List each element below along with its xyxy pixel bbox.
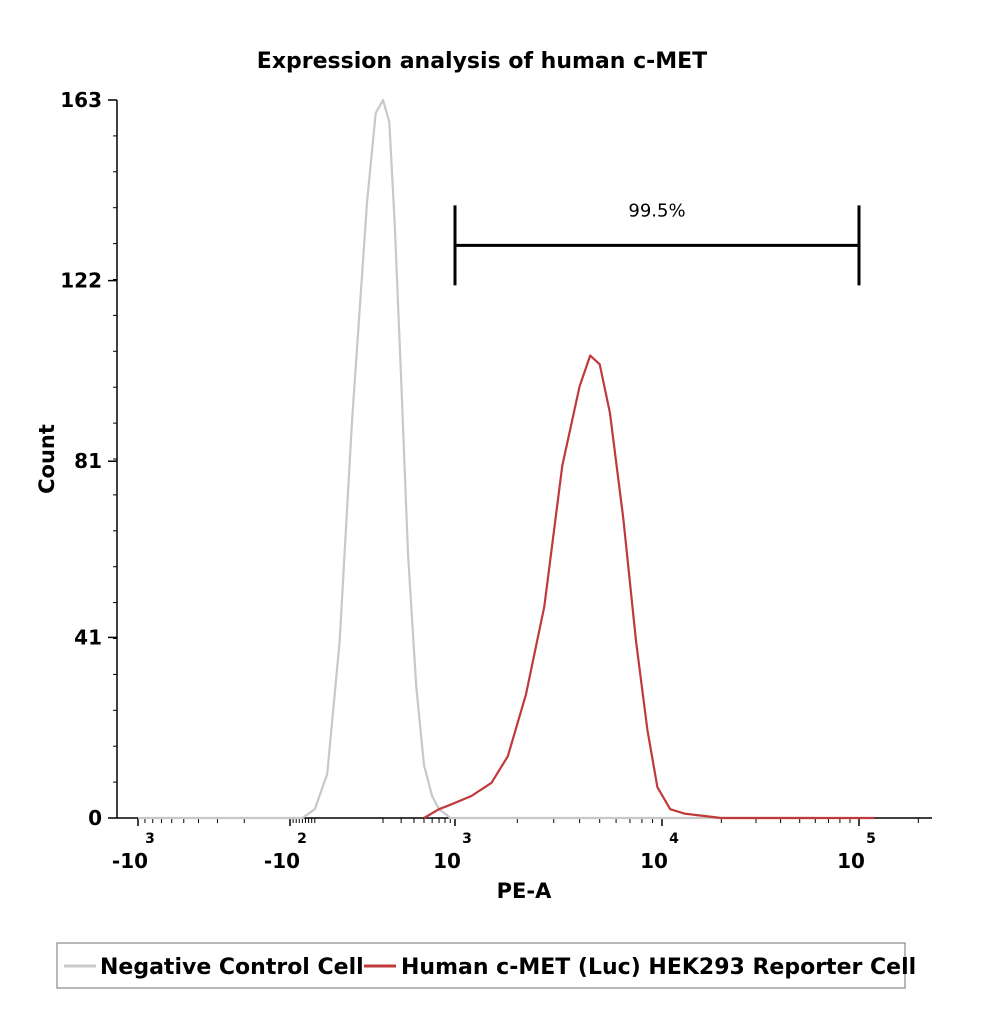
x-tick-label-exponent: 3 xyxy=(462,831,472,847)
y-tick-label: 163 xyxy=(60,88,102,112)
y-tick-label: 0 xyxy=(88,806,102,830)
legend: Negative Control Cell Human c-MET (Luc) … xyxy=(56,942,916,989)
x-tick-label-exponent: 5 xyxy=(866,831,876,847)
y-minor-ticks xyxy=(113,135,117,819)
x-tick-label-base: -10 xyxy=(112,849,148,873)
chart-title: Expression analysis of human c-MET xyxy=(257,49,707,74)
x-tick-label-base: 10 xyxy=(433,849,461,873)
x-axis-label: PE-A xyxy=(497,879,552,903)
x-tick-label-base: 10 xyxy=(640,849,668,873)
x-tick-label-base: -10 xyxy=(264,849,300,873)
y-tick-label: 41 xyxy=(74,625,102,649)
y-tick-label: 122 xyxy=(60,269,102,293)
series-negative-control xyxy=(138,98,816,820)
y-axis-label: Count xyxy=(35,424,59,494)
x-tick-label-exponent: 2 xyxy=(297,831,307,847)
gate-percentage-label: 99.5% xyxy=(628,200,685,221)
legend-label-negative: Negative Control Cell xyxy=(100,955,364,980)
legend-label-cmet: Human c-MET (Luc) HEK293 Reporter Cell xyxy=(401,955,916,980)
x-tick-label-exponent: 3 xyxy=(145,831,155,847)
legend-box xyxy=(56,942,906,989)
series-layer xyxy=(138,98,875,820)
y-tick-label: 81 xyxy=(74,449,102,473)
x-tick-label-base: 10 xyxy=(837,849,865,873)
x-tick-label-exponent: 4 xyxy=(669,831,679,847)
series-human-cmet xyxy=(423,354,875,820)
y-axis: 163 122 81 41 0 xyxy=(60,88,118,830)
gate-marker: 99.5% xyxy=(453,200,861,286)
